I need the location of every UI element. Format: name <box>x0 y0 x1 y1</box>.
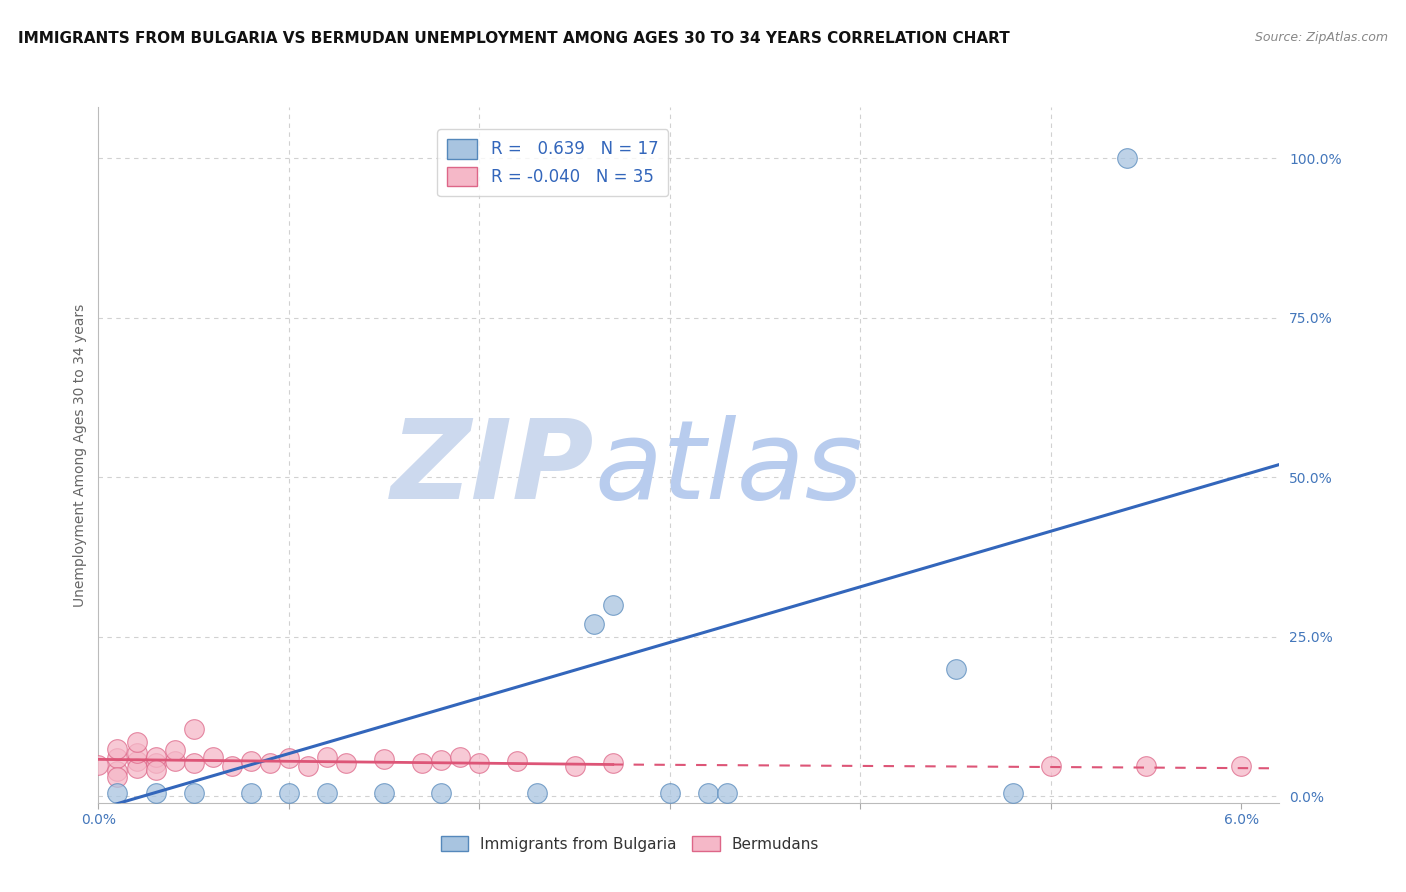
Point <box>373 752 395 766</box>
Point <box>1116 151 1139 165</box>
Point <box>430 753 453 767</box>
Point <box>163 743 186 757</box>
Point <box>716 786 738 800</box>
Point <box>602 598 624 612</box>
Point <box>183 786 205 800</box>
Point <box>373 786 395 800</box>
Point <box>125 761 148 775</box>
Point <box>316 786 339 800</box>
Point <box>239 754 262 768</box>
Text: ZIP: ZIP <box>391 416 595 523</box>
Legend: Immigrants from Bulgaria, Bermudans: Immigrants from Bulgaria, Bermudans <box>434 830 825 858</box>
Point <box>125 746 148 760</box>
Point <box>259 756 281 771</box>
Point <box>277 786 299 800</box>
Point <box>468 756 491 771</box>
Point <box>87 757 110 772</box>
Point <box>145 749 167 764</box>
Y-axis label: Unemployment Among Ages 30 to 34 years: Unemployment Among Ages 30 to 34 years <box>73 303 87 607</box>
Point <box>1001 786 1024 800</box>
Point <box>526 786 548 800</box>
Point <box>449 749 471 764</box>
Point <box>658 786 681 800</box>
Point <box>201 749 224 764</box>
Point <box>107 770 129 784</box>
Point <box>145 756 167 771</box>
Point <box>582 617 605 632</box>
Point <box>125 735 148 749</box>
Point <box>107 751 129 765</box>
Point <box>430 786 453 800</box>
Point <box>602 756 624 771</box>
Point <box>107 764 129 778</box>
Text: Source: ZipAtlas.com: Source: ZipAtlas.com <box>1254 31 1388 45</box>
Point <box>297 759 319 773</box>
Point <box>145 763 167 777</box>
Text: atlas: atlas <box>595 416 863 523</box>
Point <box>221 759 243 773</box>
Point <box>1135 759 1157 773</box>
Point <box>145 786 167 800</box>
Point <box>107 741 129 756</box>
Point <box>239 786 262 800</box>
Point <box>945 662 967 676</box>
Point <box>506 754 529 768</box>
Point <box>564 758 586 772</box>
Point <box>335 756 357 771</box>
Point <box>316 749 339 764</box>
Point <box>107 786 129 800</box>
Point <box>697 786 720 800</box>
Point <box>411 756 433 771</box>
Point <box>277 751 299 765</box>
Point <box>1230 759 1253 773</box>
Point <box>163 754 186 768</box>
Point <box>183 756 205 771</box>
Point <box>125 754 148 768</box>
Text: IMMIGRANTS FROM BULGARIA VS BERMUDAN UNEMPLOYMENT AMONG AGES 30 TO 34 YEARS CORR: IMMIGRANTS FROM BULGARIA VS BERMUDAN UNE… <box>18 31 1010 46</box>
Point <box>1039 759 1062 773</box>
Point <box>183 723 205 737</box>
